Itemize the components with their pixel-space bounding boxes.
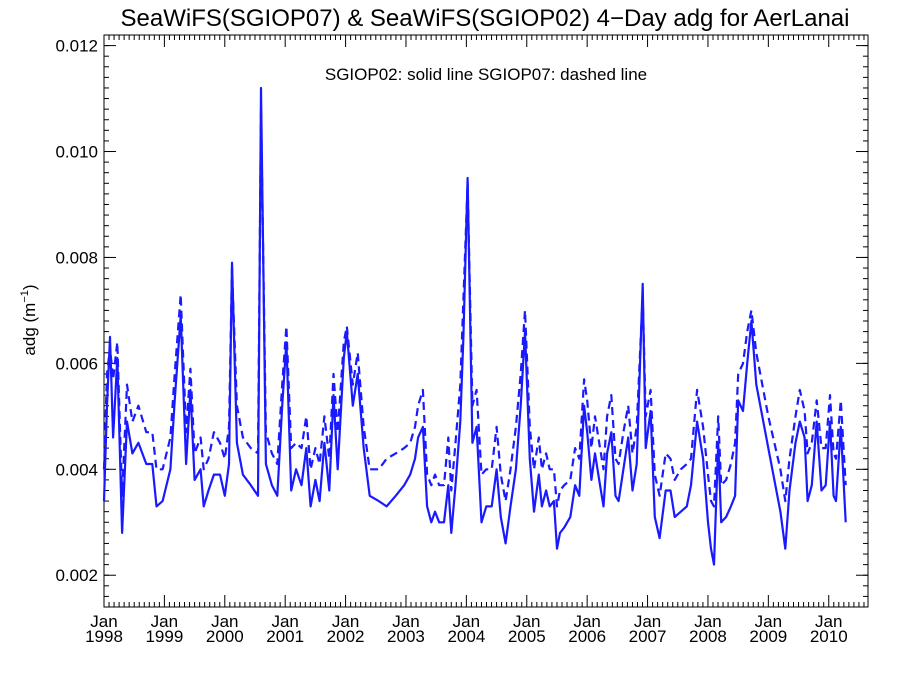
legend-annotation: SGIOP02: solid line SGIOP07: dashed line [325, 65, 647, 84]
x-tick-label-month: Jan [573, 612, 600, 631]
x-tick-label-year: 2001 [266, 627, 304, 646]
x-tick-label-year: 2002 [327, 627, 365, 646]
y-tick-label: 0.002 [55, 566, 98, 585]
x-tick-label-year: 2004 [447, 627, 485, 646]
x-tick-label-month: Jan [151, 612, 178, 631]
y-tick-label: 0.004 [55, 460, 98, 479]
y-axis-label: adg (m−1) [19, 284, 39, 355]
x-tick-label-month: Jan [634, 612, 661, 631]
y-axis-label-close: ) [20, 284, 39, 290]
x-tick-label-year: 2003 [387, 627, 425, 646]
x-tick-label-year: 2008 [689, 627, 727, 646]
x-tick-label-month: Jan [513, 612, 540, 631]
chart-title: SeaWiFS(SGIOP07) & SeaWiFS(SGIOP02) 4−Da… [121, 5, 850, 32]
x-tick-label-year: 2007 [629, 627, 667, 646]
x-tick-label-month: Jan [211, 612, 238, 631]
x-tick-label-year: 1999 [145, 627, 183, 646]
x-tick-label-month: Jan [332, 612, 359, 631]
y-tick-label: 0.006 [55, 354, 98, 373]
x-tick-label-year: 1998 [85, 627, 123, 646]
x-tick-label-month: Jan [271, 612, 298, 631]
x-tick-label-month: Jan [815, 612, 842, 631]
y-axis-label-main: adg (m [20, 303, 39, 356]
y-tick-label: 0.008 [55, 248, 98, 267]
y-tick-label: 0.012 [55, 37, 98, 56]
x-tick-label-year: 2009 [749, 627, 787, 646]
x-tick-label-month: Jan [90, 612, 117, 631]
y-tick-label: 0.010 [55, 143, 98, 162]
series-line-sgiop07 [102, 107, 847, 508]
x-tick-label-month: Jan [694, 612, 721, 631]
x-tick-label-year: 2006 [568, 627, 606, 646]
x-tick-label-year: 2000 [206, 627, 244, 646]
y-axis-label-sup: −1 [19, 290, 31, 303]
x-tick-label-year: 2005 [508, 627, 546, 646]
series-layer [102, 86, 847, 566]
series-line-sgiop02 [102, 86, 847, 566]
x-tick-label-month: Jan [755, 612, 782, 631]
x-tick-label-month: Jan [392, 612, 419, 631]
axis-ticks: Jan1998Jan1999Jan2000Jan2001Jan2002Jan20… [55, 35, 868, 646]
x-tick-label-year: 2010 [810, 627, 848, 646]
x-tick-label-month: Jan [453, 612, 480, 631]
